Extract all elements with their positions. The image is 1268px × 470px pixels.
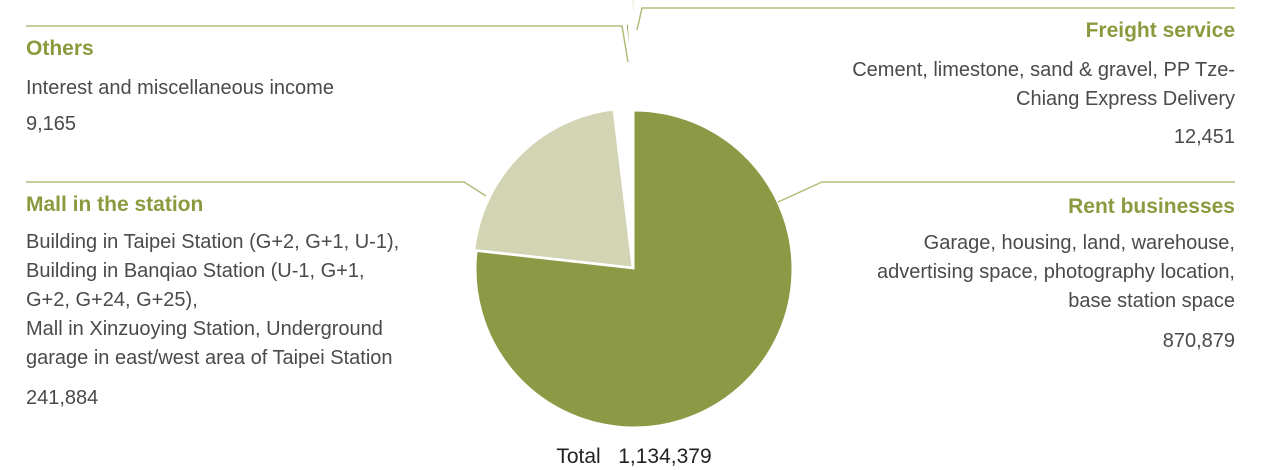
- label-freight: Freight service Cement, limestone, sand …: [715, 18, 1235, 150]
- freight-description: Cement, limestone, sand & gravel, PP Tze…: [715, 56, 1235, 114]
- label-rent: Rent businesses Garage, housing, land, w…: [775, 194, 1235, 354]
- others-description: Interest and miscellaneous income: [26, 74, 446, 103]
- total-label: Total: [556, 445, 601, 468]
- mall-desc-line: Mall in Xinzuoying Station, Underground: [26, 318, 383, 340]
- pie-slice-freight-service: [631, 0, 635, 30]
- mall-desc-line: G+2, G+24, G+25),: [26, 289, 198, 311]
- leader-line-rent: [775, 181, 1235, 204]
- leader-line-others: [26, 25, 629, 63]
- leader-lines: [26, 7, 1235, 204]
- rent-desc-line: base station space: [1068, 290, 1235, 312]
- rent-desc-line: Garage, housing, land, warehouse,: [923, 232, 1235, 254]
- rent-heading: Rent businesses: [1068, 195, 1235, 218]
- total-value: 1,134,379: [618, 445, 712, 468]
- rent-desc-line: advertising space, photography location,: [876, 261, 1235, 283]
- rent-value: 870,879: [1162, 330, 1235, 352]
- freight-heading: Freight service: [1085, 19, 1235, 42]
- leader-line-mall: [26, 181, 487, 197]
- label-others: Others Interest and miscellaneous income…: [26, 36, 446, 137]
- mall-description: Building in Taipei Station (G+2, G+1, U-…: [26, 228, 471, 373]
- freight-value: 12,451: [1173, 126, 1235, 148]
- mall-desc-line: Building in Taipei Station (G+2, G+1, U-…: [26, 231, 400, 253]
- others-value: 9,165: [26, 113, 77, 135]
- mall-heading: Mall in the station: [26, 193, 204, 216]
- freight-desc-line: Cement, limestone, sand & gravel, PP Tze…: [852, 59, 1235, 81]
- others-desc-line: Interest and miscellaneous income: [26, 77, 334, 99]
- mall-desc-line: garage in east/west area of Taipei Stati…: [26, 347, 393, 369]
- pie-slice-mall-in-the-station: [474, 109, 633, 268]
- mall-desc-line: Building in Banqiao Station (U-1, G+1,: [26, 260, 365, 282]
- pie-slice-rent-businesses: [475, 110, 793, 428]
- mall-value: 241,884: [26, 387, 99, 409]
- pie-slice-others: [625, 23, 632, 65]
- freight-desc-line: Chiang Express Delivery: [1016, 88, 1235, 110]
- total-line: Total 1,134,379: [0, 445, 1268, 469]
- others-heading: Others: [26, 37, 94, 60]
- leader-line-freight: [636, 7, 1235, 31]
- pie-slices: [474, 0, 793, 428]
- rent-description: Garage, housing, land, warehouse, advert…: [775, 229, 1235, 316]
- label-mall: Mall in the station Building in Taipei S…: [26, 192, 471, 411]
